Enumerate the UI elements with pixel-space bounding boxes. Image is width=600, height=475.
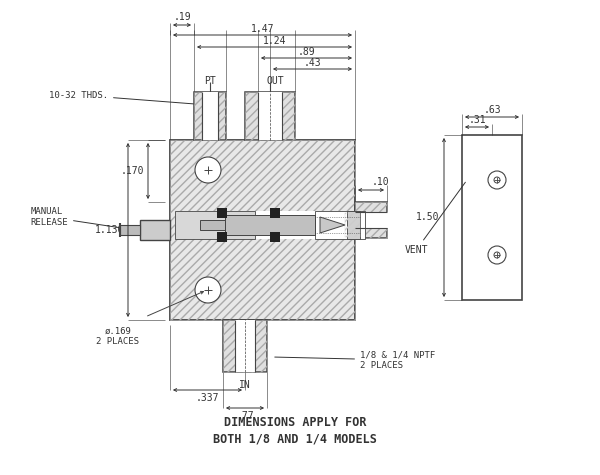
- Polygon shape: [175, 211, 350, 239]
- Polygon shape: [202, 92, 218, 140]
- Polygon shape: [120, 225, 140, 235]
- Text: MANUAL
RELEASE: MANUAL RELEASE: [31, 207, 132, 229]
- Polygon shape: [194, 92, 226, 140]
- Text: PT: PT: [204, 76, 216, 86]
- Polygon shape: [223, 320, 267, 372]
- Text: DIMENSIONS APPLY FOR: DIMENSIONS APPLY FOR: [224, 417, 366, 429]
- Polygon shape: [170, 140, 355, 320]
- Text: .63: .63: [483, 105, 501, 115]
- Text: .43: .43: [304, 58, 322, 68]
- Text: BOTH 1/8 AND 1/4 MODELS: BOTH 1/8 AND 1/4 MODELS: [213, 433, 377, 446]
- Polygon shape: [320, 217, 345, 233]
- Polygon shape: [200, 220, 225, 230]
- Polygon shape: [217, 232, 227, 242]
- Polygon shape: [217, 208, 227, 218]
- Text: 1.130: 1.130: [95, 225, 124, 235]
- Polygon shape: [315, 211, 365, 239]
- Polygon shape: [347, 211, 360, 239]
- Text: .170: .170: [121, 166, 144, 176]
- Polygon shape: [140, 220, 170, 240]
- Text: IN: IN: [239, 380, 251, 390]
- Text: ø.169
2 PLACES: ø.169 2 PLACES: [97, 327, 139, 346]
- Circle shape: [494, 252, 500, 258]
- Circle shape: [494, 177, 500, 183]
- Text: .77: .77: [236, 411, 254, 421]
- Text: .31: .31: [468, 115, 486, 125]
- Circle shape: [195, 157, 221, 183]
- Text: 10-32 THDS.: 10-32 THDS.: [49, 91, 205, 105]
- Circle shape: [488, 171, 506, 189]
- Text: OUT: OUT: [266, 76, 284, 86]
- Circle shape: [488, 246, 506, 264]
- Polygon shape: [225, 215, 315, 235]
- Text: .19: .19: [173, 12, 191, 22]
- Polygon shape: [175, 211, 255, 239]
- Text: 1/8 & 1/4 NPTF
2 PLACES: 1/8 & 1/4 NPTF 2 PLACES: [275, 350, 435, 370]
- Text: 1.47: 1.47: [251, 24, 274, 34]
- Polygon shape: [245, 92, 295, 140]
- Text: 1.24: 1.24: [263, 36, 286, 46]
- Polygon shape: [355, 202, 387, 238]
- Polygon shape: [235, 320, 255, 372]
- Text: .337: .337: [196, 393, 219, 403]
- Circle shape: [195, 277, 221, 303]
- Polygon shape: [270, 232, 280, 242]
- Text: 1.50: 1.50: [415, 212, 439, 222]
- Text: VENT: VENT: [404, 182, 466, 255]
- Polygon shape: [355, 212, 392, 228]
- Text: .89: .89: [298, 47, 316, 57]
- Polygon shape: [258, 92, 282, 140]
- Polygon shape: [270, 208, 280, 218]
- Polygon shape: [462, 135, 522, 300]
- Text: .10: .10: [371, 177, 389, 187]
